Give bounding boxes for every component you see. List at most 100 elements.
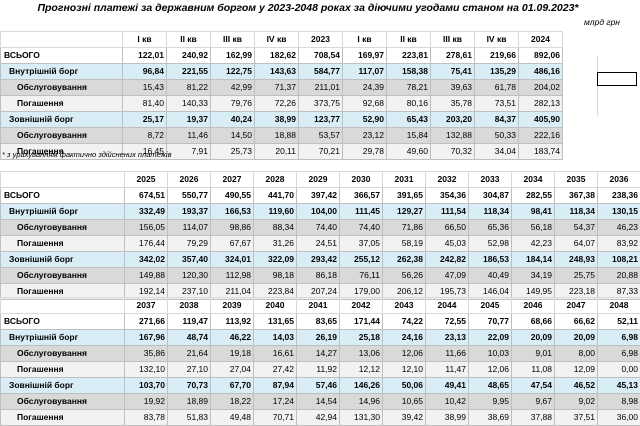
value-cell[interactable]: 167,96 [125,330,168,346]
value-cell[interactable]: 19,92 [125,394,168,410]
value-cell[interactable]: 37,51 [555,410,598,426]
value-cell[interactable]: 171,44 [340,314,383,330]
value-cell[interactable]: 47,09 [426,268,469,284]
value-cell[interactable]: 36,00 [598,410,640,426]
value-cell[interactable]: 18,22 [211,394,254,410]
value-cell[interactable]: 75,41 [431,64,475,80]
value-cell[interactable]: 204,02 [519,80,563,96]
value-cell[interactable]: 51,83 [168,410,211,426]
value-cell[interactable]: 184,14 [512,252,555,268]
value-cell[interactable]: 11,92 [297,362,340,378]
value-cell[interactable]: 131,65 [254,314,297,330]
value-cell[interactable]: 42,23 [512,236,555,252]
value-cell[interactable]: 72,55 [426,314,469,330]
value-cell[interactable]: 83,92 [598,236,640,252]
value-cell[interactable]: 120,30 [168,268,211,284]
value-cell[interactable]: 186,53 [469,252,512,268]
value-cell[interactable]: 149,88 [125,268,168,284]
value-cell[interactable]: 15,43 [123,80,167,96]
value-cell[interactable]: 271,66 [125,314,168,330]
value-cell[interactable]: 50,06 [383,378,426,394]
value-cell[interactable]: 48,74 [168,330,211,346]
value-cell[interactable]: 16,61 [254,346,297,362]
value-cell[interactable]: 80,16 [387,96,431,112]
value-cell[interactable]: 367,38 [555,188,598,204]
value-cell[interactable]: 169,97 [343,48,387,64]
value-cell[interactable]: 34,04 [475,144,519,160]
value-cell[interactable]: 50,33 [475,128,519,144]
value-cell[interactable]: 135,29 [475,64,519,80]
value-cell[interactable]: 76,11 [340,268,383,284]
value-cell[interactable]: 119,60 [254,204,297,220]
value-cell[interactable]: 248,93 [555,252,598,268]
value-cell[interactable]: 112,98 [211,268,254,284]
value-cell[interactable]: 118,34 [555,204,598,220]
value-cell[interactable]: 304,87 [469,188,512,204]
value-cell[interactable]: 70,77 [469,314,512,330]
value-cell[interactable]: 324,01 [211,252,254,268]
value-cell[interactable]: 38,99 [426,410,469,426]
value-cell[interactable]: 83,78 [125,410,168,426]
value-cell[interactable]: 47,54 [512,378,555,394]
value-cell[interactable]: 65,43 [387,112,431,128]
value-cell[interactable]: 66,62 [555,314,598,330]
value-cell[interactable]: 20,88 [598,268,640,284]
value-cell[interactable]: 193,37 [168,204,211,220]
value-cell[interactable]: 282,55 [512,188,555,204]
value-cell[interactable]: 9,02 [555,394,598,410]
value-cell[interactable]: 6,98 [598,330,640,346]
value-cell[interactable]: 26,19 [297,330,340,346]
value-cell[interactable]: 66,50 [426,220,469,236]
value-cell[interactable]: 24,16 [383,330,426,346]
value-cell[interactable]: 34,19 [512,268,555,284]
value-cell[interactable]: 37,88 [512,410,555,426]
value-cell[interactable]: 46,22 [211,330,254,346]
value-cell[interactable]: 130,15 [598,204,640,220]
value-cell[interactable]: 12,09 [555,362,598,378]
value-cell[interactable]: 21,64 [168,346,211,362]
value-cell[interactable]: 203,20 [431,112,475,128]
value-cell[interactable]: 278,61 [431,48,475,64]
value-cell[interactable]: 162,99 [211,48,255,64]
value-cell[interactable]: 242,82 [426,252,469,268]
value-cell[interactable]: 146,26 [340,378,383,394]
value-cell[interactable]: 132,88 [431,128,475,144]
value-cell[interactable]: 282,13 [519,96,563,112]
value-cell[interactable]: 70,73 [168,378,211,394]
value-cell[interactable]: 397,42 [297,188,340,204]
value-cell[interactable]: 20,09 [512,330,555,346]
value-cell[interactable]: 11,46 [167,128,211,144]
value-cell[interactable]: 12,06 [469,362,512,378]
value-cell[interactable]: 12,06 [383,346,426,362]
value-cell[interactable]: 19,18 [211,346,254,362]
value-cell[interactable]: 111,45 [340,204,383,220]
value-cell[interactable]: 550,77 [168,188,211,204]
value-cell[interactable]: 674,51 [125,188,168,204]
value-cell[interactable]: 35,78 [431,96,475,112]
value-cell[interactable]: 83,65 [297,314,340,330]
value-cell[interactable]: 25,17 [123,112,167,128]
value-cell[interactable]: 10,65 [383,394,426,410]
value-cell[interactable]: 98,86 [211,220,254,236]
value-cell[interactable]: 7,91 [167,144,211,160]
value-cell[interactable]: 584,77 [299,64,343,80]
value-cell[interactable]: 8,00 [555,346,598,362]
value-cell[interactable]: 129,27 [383,204,426,220]
value-cell[interactable]: 391,65 [383,188,426,204]
value-cell[interactable]: 19,37 [167,112,211,128]
value-cell[interactable]: 9,67 [512,394,555,410]
value-cell[interactable]: 166,53 [211,204,254,220]
value-cell[interactable]: 223,81 [387,48,431,64]
value-cell[interactable]: 48,65 [469,378,512,394]
value-cell[interactable]: 441,70 [254,188,297,204]
value-cell[interactable]: 238,36 [598,188,640,204]
value-cell[interactable]: 9,01 [512,346,555,362]
value-cell[interactable]: 56,26 [383,268,426,284]
value-cell[interactable]: 61,78 [475,80,519,96]
value-cell[interactable]: 486,16 [519,64,563,80]
value-cell[interactable]: 27,10 [168,362,211,378]
value-cell[interactable]: 70,21 [299,144,343,160]
value-cell[interactable]: 14,54 [297,394,340,410]
value-cell[interactable]: 24,51 [297,236,340,252]
value-cell[interactable]: 78,21 [387,80,431,96]
